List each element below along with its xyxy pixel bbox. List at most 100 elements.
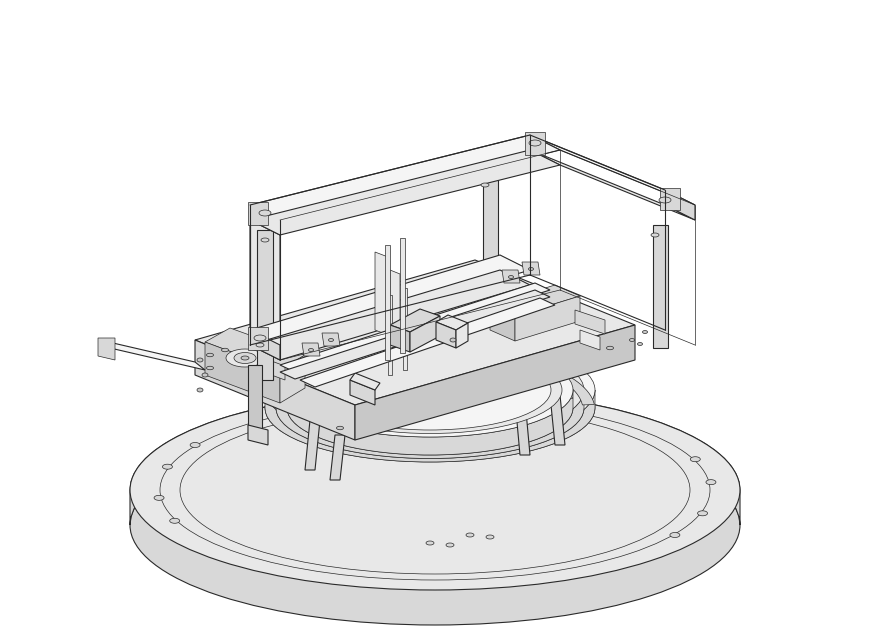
Polygon shape: [257, 230, 273, 380]
Ellipse shape: [206, 353, 213, 357]
Polygon shape: [250, 330, 280, 360]
Polygon shape: [403, 288, 407, 370]
Ellipse shape: [529, 140, 540, 146]
Polygon shape: [100, 340, 204, 370]
Ellipse shape: [659, 197, 670, 203]
Ellipse shape: [265, 354, 595, 462]
Polygon shape: [517, 359, 594, 405]
Polygon shape: [489, 285, 580, 316]
Ellipse shape: [256, 343, 264, 347]
Polygon shape: [482, 175, 497, 300]
Polygon shape: [385, 245, 390, 360]
Polygon shape: [389, 325, 410, 352]
Ellipse shape: [234, 352, 256, 364]
Polygon shape: [350, 373, 380, 390]
Ellipse shape: [202, 373, 208, 377]
Polygon shape: [455, 323, 467, 348]
Polygon shape: [204, 328, 304, 370]
Polygon shape: [280, 360, 363, 397]
Polygon shape: [302, 343, 319, 356]
Ellipse shape: [486, 535, 494, 539]
Ellipse shape: [689, 457, 700, 462]
Polygon shape: [250, 205, 280, 345]
Ellipse shape: [528, 267, 533, 270]
Polygon shape: [489, 305, 515, 341]
Polygon shape: [275, 390, 583, 459]
Ellipse shape: [336, 426, 343, 430]
Polygon shape: [250, 255, 530, 345]
Ellipse shape: [425, 541, 433, 545]
Polygon shape: [400, 238, 405, 353]
Ellipse shape: [221, 348, 228, 352]
Polygon shape: [322, 333, 339, 346]
Ellipse shape: [265, 336, 595, 444]
Ellipse shape: [705, 480, 715, 485]
Polygon shape: [130, 390, 739, 525]
Polygon shape: [254, 355, 285, 380]
Polygon shape: [515, 296, 580, 341]
Ellipse shape: [669, 533, 679, 538]
Ellipse shape: [629, 338, 634, 342]
Polygon shape: [374, 252, 388, 335]
Ellipse shape: [240, 356, 249, 360]
Ellipse shape: [225, 349, 264, 367]
Ellipse shape: [275, 340, 583, 440]
Polygon shape: [250, 150, 560, 235]
Ellipse shape: [130, 390, 739, 590]
Polygon shape: [100, 340, 110, 358]
Polygon shape: [247, 327, 267, 350]
Polygon shape: [330, 435, 345, 480]
Polygon shape: [436, 315, 467, 330]
Ellipse shape: [642, 330, 646, 333]
Polygon shape: [250, 270, 530, 360]
Polygon shape: [250, 135, 560, 220]
Polygon shape: [389, 309, 439, 332]
Ellipse shape: [466, 533, 474, 537]
Ellipse shape: [260, 238, 268, 242]
Polygon shape: [436, 322, 455, 348]
Ellipse shape: [696, 511, 707, 516]
Polygon shape: [300, 298, 554, 387]
Polygon shape: [304, 420, 319, 470]
Polygon shape: [652, 225, 667, 348]
Ellipse shape: [287, 361, 573, 455]
Polygon shape: [574, 310, 604, 334]
Ellipse shape: [130, 425, 739, 625]
Polygon shape: [350, 380, 374, 405]
Polygon shape: [280, 290, 549, 379]
Ellipse shape: [308, 348, 313, 352]
Polygon shape: [660, 188, 679, 210]
Polygon shape: [410, 316, 439, 352]
Polygon shape: [530, 135, 695, 205]
Polygon shape: [549, 395, 565, 445]
Ellipse shape: [328, 338, 333, 342]
Ellipse shape: [297, 347, 561, 433]
Polygon shape: [496, 360, 572, 399]
Polygon shape: [250, 205, 280, 235]
Polygon shape: [195, 340, 354, 440]
Polygon shape: [247, 202, 267, 225]
Ellipse shape: [287, 343, 573, 437]
Ellipse shape: [259, 210, 271, 216]
Ellipse shape: [481, 183, 488, 187]
Polygon shape: [515, 400, 530, 455]
Ellipse shape: [206, 366, 213, 370]
Ellipse shape: [450, 338, 455, 342]
Polygon shape: [265, 390, 595, 462]
Polygon shape: [204, 342, 280, 403]
Polygon shape: [524, 132, 545, 155]
Polygon shape: [502, 270, 519, 283]
Ellipse shape: [650, 233, 659, 237]
Polygon shape: [530, 150, 695, 220]
Polygon shape: [247, 365, 261, 435]
Polygon shape: [247, 425, 267, 445]
Ellipse shape: [153, 496, 164, 500]
Polygon shape: [280, 355, 304, 403]
Polygon shape: [664, 190, 695, 220]
Ellipse shape: [446, 543, 453, 547]
Polygon shape: [580, 330, 599, 350]
Ellipse shape: [196, 358, 203, 362]
Ellipse shape: [508, 276, 513, 279]
Polygon shape: [269, 356, 372, 395]
Polygon shape: [522, 262, 539, 275]
